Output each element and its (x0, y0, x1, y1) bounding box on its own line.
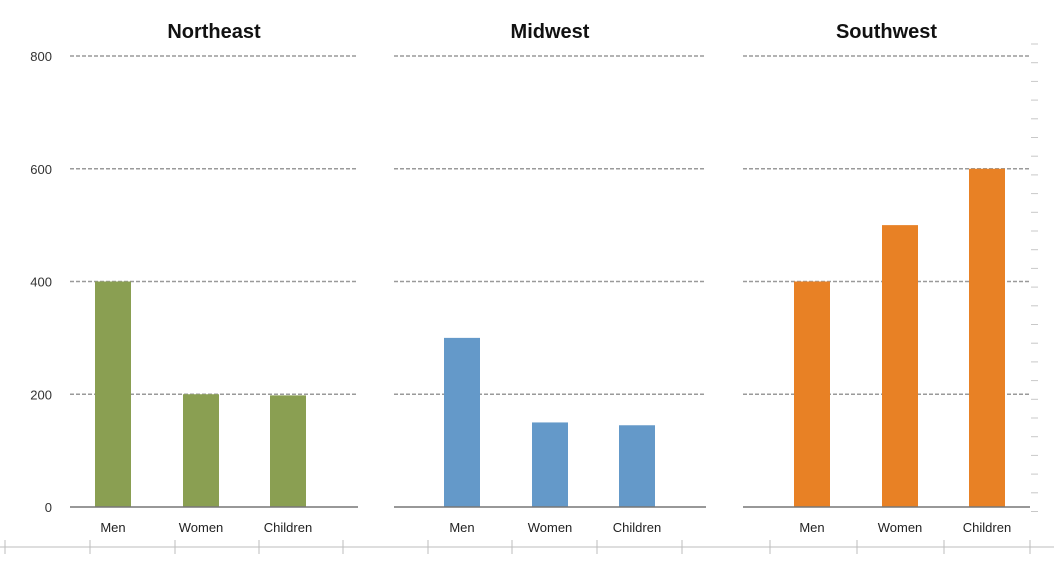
bar-men (444, 337, 480, 507)
x-tick-label: Children (264, 520, 312, 535)
x-tick-label: Women (878, 520, 923, 535)
x-tick-label: Children (613, 520, 661, 535)
panel-midwest: Midwest Men Women Children (394, 21, 706, 535)
right-edge-minor-ticks (1031, 43, 1038, 512)
bar-children (619, 425, 655, 507)
x-tick-label: Children (963, 520, 1011, 535)
x-tick-label: Men (449, 520, 474, 535)
y-tick-label: 200 (30, 387, 52, 402)
bar-women (882, 225, 918, 507)
panel-title: Northeast (167, 21, 261, 43)
bar-women (183, 394, 219, 507)
x-tick-label: Women (528, 520, 573, 535)
chart-panels: Northeast Men Women Children Midwest Men Women… (70, 21, 1030, 535)
y-tick-label: 400 (30, 275, 52, 290)
x-tick-label: Men (799, 520, 824, 535)
x-tick-label: Men (100, 520, 125, 535)
y-axis-tick-labels: 0 200 400 600 800 (30, 49, 52, 515)
panel-title: Southwest (836, 21, 937, 43)
bar-men (794, 281, 830, 507)
panel-title: Midwest (511, 21, 590, 43)
y-tick-label: 800 (30, 49, 52, 64)
x-tick-label: Women (179, 520, 224, 535)
y-tick-label: 600 (30, 162, 52, 177)
panel-southwest: Southwest Men Women Children (743, 21, 1030, 535)
bar-children (270, 395, 306, 507)
panel-northeast: Northeast Men Women Children (70, 21, 358, 535)
bar-women (532, 422, 568, 507)
bar-men (95, 281, 131, 507)
bar-children (969, 168, 1005, 507)
bottom-category-axis (0, 540, 1054, 554)
y-tick-label: 0 (45, 500, 52, 515)
